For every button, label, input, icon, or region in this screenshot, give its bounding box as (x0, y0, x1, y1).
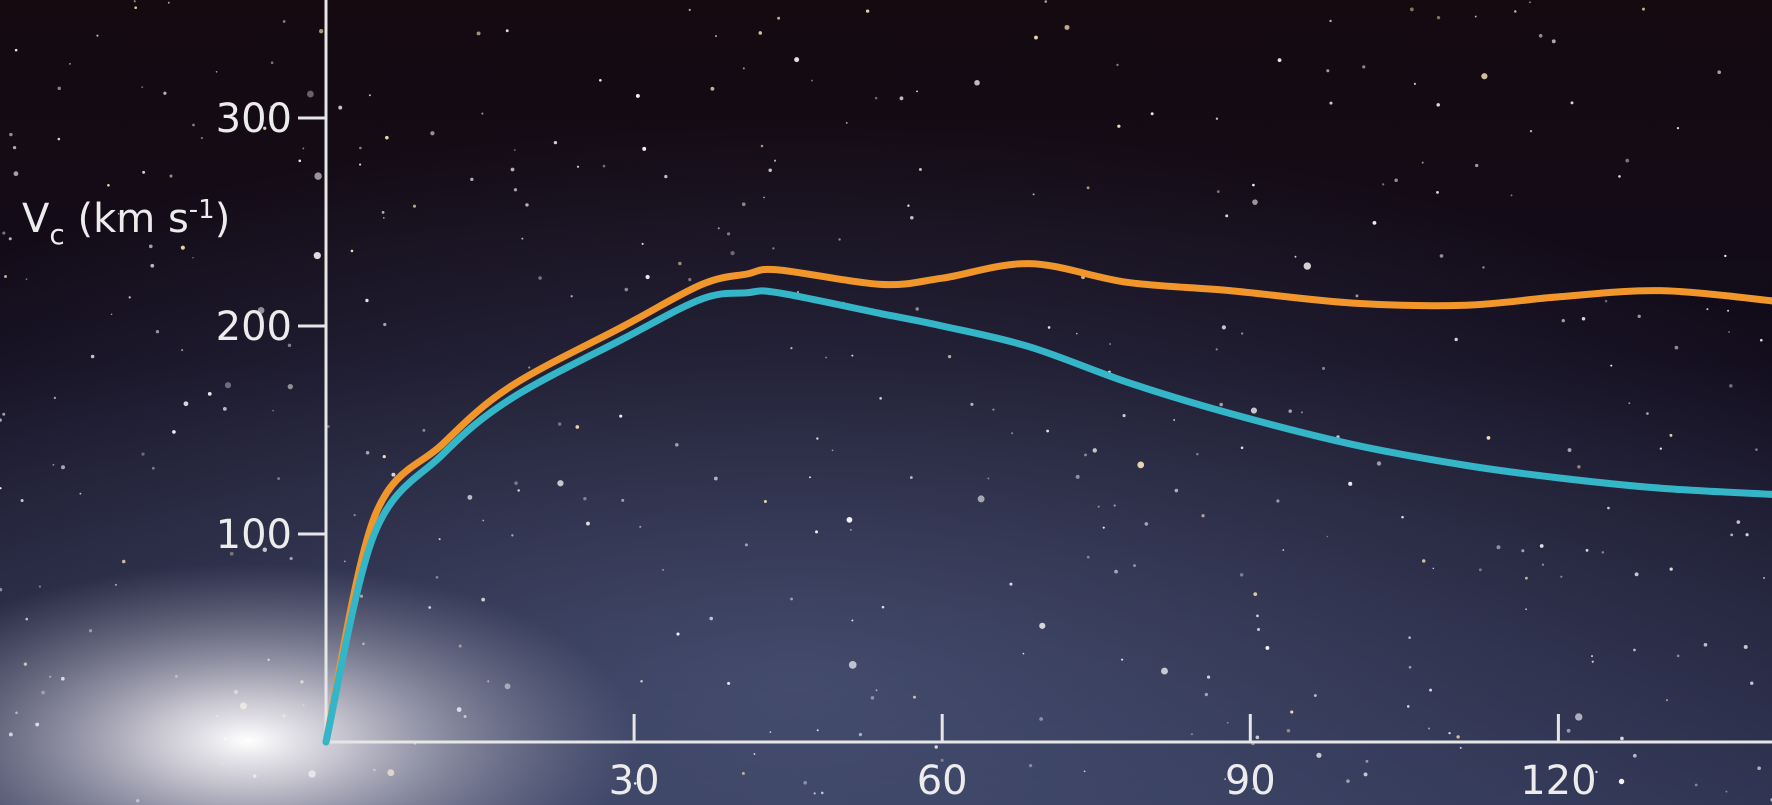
y-label-part: (km s (65, 196, 189, 242)
x-tick-label: 60 (917, 758, 968, 804)
y-label-part: c (49, 218, 64, 251)
chart: 100 200 300 30 60 90 120 Vc (km s-1) (0, 0, 1772, 805)
y-label-part: ) (215, 196, 231, 242)
y-tick-label: 300 (216, 96, 292, 142)
y-tick-label: 100 (216, 512, 292, 558)
y-label-part: V (22, 196, 50, 242)
x-tick-label: 30 (609, 758, 660, 804)
x-tick-label: 90 (1225, 758, 1276, 804)
x-tick-label: 120 (1520, 758, 1596, 804)
y-label-part: -1 (189, 195, 215, 225)
y-tick-label: 200 (216, 304, 292, 350)
